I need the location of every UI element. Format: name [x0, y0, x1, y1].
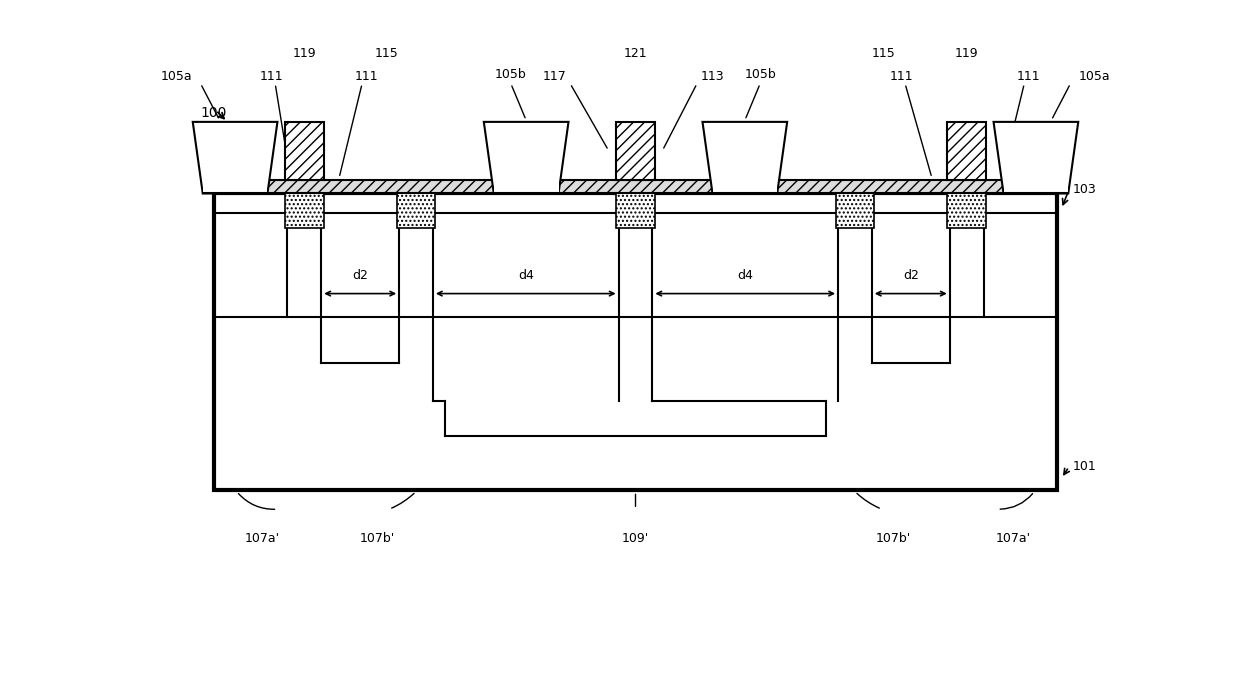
Text: 111: 111: [355, 70, 378, 83]
Text: 107b': 107b': [360, 532, 396, 546]
Text: 107b': 107b': [875, 532, 911, 546]
Polygon shape: [703, 122, 787, 194]
Polygon shape: [203, 179, 268, 194]
Text: 101: 101: [1073, 460, 1096, 473]
Text: 103: 103: [1073, 183, 1096, 196]
Polygon shape: [268, 179, 1003, 194]
Text: 105b: 105b: [744, 68, 776, 81]
Text: d4: d4: [738, 269, 753, 282]
Polygon shape: [947, 122, 986, 179]
Polygon shape: [713, 179, 777, 194]
Polygon shape: [494, 179, 558, 194]
Polygon shape: [484, 122, 568, 194]
Text: 111: 111: [889, 70, 913, 83]
Polygon shape: [213, 194, 1058, 490]
Text: 105a: 105a: [1079, 70, 1110, 83]
Polygon shape: [947, 194, 986, 228]
Text: 107a': 107a': [244, 532, 279, 546]
Text: 105b: 105b: [495, 68, 527, 81]
Polygon shape: [1003, 179, 1068, 194]
Text: 109': 109': [622, 532, 649, 546]
Polygon shape: [285, 122, 324, 179]
Text: 111: 111: [1017, 70, 1040, 83]
Text: 115: 115: [374, 47, 399, 60]
Polygon shape: [285, 194, 324, 228]
Text: 117: 117: [542, 70, 567, 83]
Text: 105a: 105a: [161, 70, 192, 83]
Text: d2: d2: [352, 269, 368, 282]
Text: 121: 121: [624, 47, 647, 60]
Text: 119: 119: [293, 47, 316, 60]
Polygon shape: [397, 194, 435, 228]
Text: d4: d4: [518, 269, 533, 282]
Polygon shape: [993, 122, 1079, 194]
Polygon shape: [616, 194, 655, 228]
Polygon shape: [836, 194, 874, 228]
Polygon shape: [616, 122, 655, 179]
Text: 111: 111: [259, 70, 283, 83]
Text: 100: 100: [201, 106, 227, 121]
Text: 119: 119: [955, 47, 978, 60]
Text: 107a': 107a': [996, 532, 1030, 546]
Text: 113: 113: [701, 70, 724, 83]
Text: 115: 115: [872, 47, 895, 60]
Text: d2: d2: [903, 269, 919, 282]
Polygon shape: [192, 122, 278, 194]
